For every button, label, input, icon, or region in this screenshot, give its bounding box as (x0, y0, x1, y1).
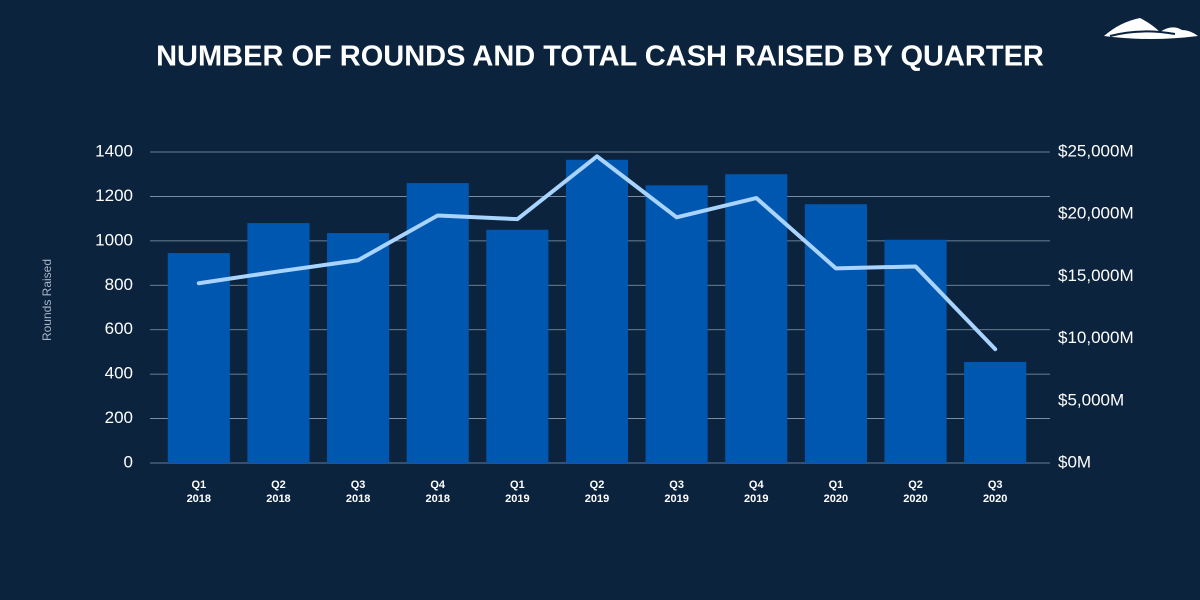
bar (486, 229, 549, 463)
y-tick-label: 1000 (95, 230, 133, 249)
bar (884, 239, 947, 463)
bar (327, 233, 390, 463)
x-tick-label: Q4 2018 (425, 479, 449, 505)
y2-tick-label: $0M (1058, 452, 1091, 471)
y-tick-label: 1400 (95, 141, 133, 160)
x-tick-label: Q3 2020 (983, 479, 1007, 505)
y2-tick-label: $10,000M (1058, 328, 1134, 347)
bar (247, 223, 310, 463)
bar (406, 183, 469, 463)
line (196, 154, 998, 352)
y2-tick-label: $20,000M (1058, 204, 1134, 223)
chart-title: NUMBER OF ROUNDS AND TOTAL CASH RAISED B… (156, 41, 1044, 73)
y2-tick-label: $15,000M (1058, 266, 1134, 285)
bar (167, 253, 230, 463)
y2-tick-label: $25,000M (1058, 141, 1134, 160)
y-tick-label: 1200 (95, 186, 133, 205)
y-tick-label: 600 (105, 319, 133, 338)
y-axis-label: Rounds Raised (40, 259, 54, 341)
x-tick-label: Q2 2020 (903, 479, 927, 505)
logo-detail (1109, 30, 1176, 37)
x-tick-label: Q3 2018 (346, 479, 370, 505)
y-tick-label: 800 (105, 275, 133, 294)
bar (725, 174, 788, 463)
x-tick-label: Q1 2019 (505, 479, 529, 505)
bar (964, 361, 1027, 463)
y-tick-label: 0 (124, 452, 133, 471)
y-tick-label: 400 (105, 364, 133, 383)
x-tick-label: Q1 2020 (824, 479, 848, 505)
y-tick-label: 200 (105, 408, 133, 427)
bar (645, 185, 708, 464)
x-tick-label: Q1 2018 (187, 479, 211, 505)
y2-tick-label: $5,000M (1058, 390, 1124, 409)
x-tick-label: Q2 2018 (266, 479, 290, 505)
x-tick-label: Q3 2019 (664, 479, 688, 505)
bar (565, 159, 629, 463)
bar (804, 204, 867, 464)
x-tick-label: Q4 2019 (744, 479, 768, 505)
x-tick-label: Q2 2019 (585, 479, 609, 505)
